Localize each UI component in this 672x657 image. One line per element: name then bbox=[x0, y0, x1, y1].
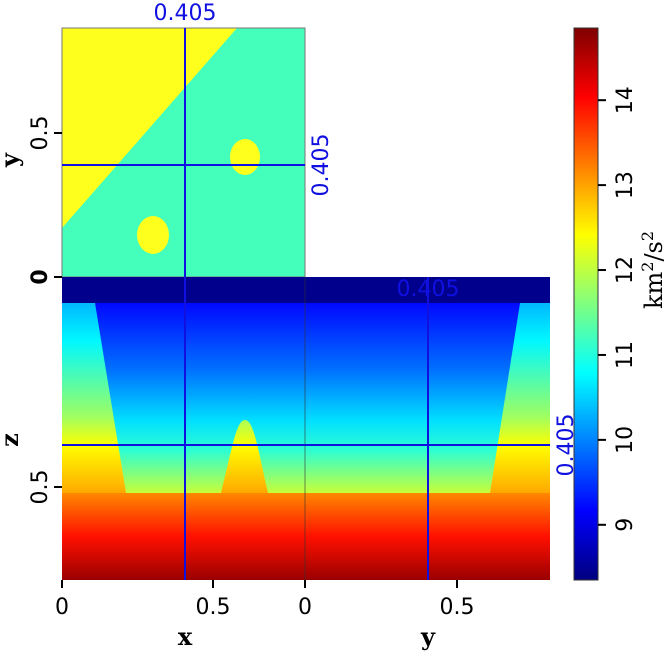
colorbar-unit-label: km2/s2 bbox=[638, 231, 668, 309]
xy-slice-panel bbox=[62, 28, 305, 277]
colorbar-tick-label: 12 bbox=[613, 256, 638, 284]
z-tick-0.5: 0.5 bbox=[28, 470, 53, 505]
z-axis-label: z bbox=[0, 433, 24, 447]
colorbar-tick-label: 9 bbox=[613, 518, 638, 532]
xy-upper-layer bbox=[62, 28, 237, 228]
colorbar-tick-label: 13 bbox=[613, 171, 638, 199]
y-tick-0.5-left: 0.5 bbox=[28, 116, 53, 151]
y-tick-0.5-bottom: 0.5 bbox=[440, 595, 475, 620]
xz-slice-panel bbox=[62, 277, 305, 580]
colorbar-tick-label: 10 bbox=[613, 426, 638, 454]
colorbar-tick-label: 11 bbox=[613, 341, 638, 369]
x-axis-label: x bbox=[178, 622, 193, 651]
crosshair bbox=[62, 28, 550, 580]
crosshair-label-x: 0.405 bbox=[154, 1, 217, 26]
x-tick-0.5: 0.5 bbox=[196, 595, 231, 620]
x-tick-0: 0 bbox=[55, 595, 69, 620]
y-axis-label-bottom: y bbox=[420, 622, 436, 651]
xz-bump bbox=[221, 420, 268, 493]
xy-inclusion-1 bbox=[230, 139, 260, 175]
y-axis-label-left: y bbox=[0, 152, 24, 168]
colorbar bbox=[573, 27, 599, 581]
colorbar-tick-label: 14 bbox=[613, 86, 638, 114]
y-tick-0-bottom: 0 bbox=[298, 595, 312, 620]
crosshair-label-y-top: 0.405 bbox=[309, 134, 334, 197]
crosshair-label-y-right: 0.405 bbox=[397, 277, 460, 302]
xy-inclusion-2 bbox=[137, 216, 169, 254]
y-tick-0-left: 0 bbox=[28, 269, 53, 284]
